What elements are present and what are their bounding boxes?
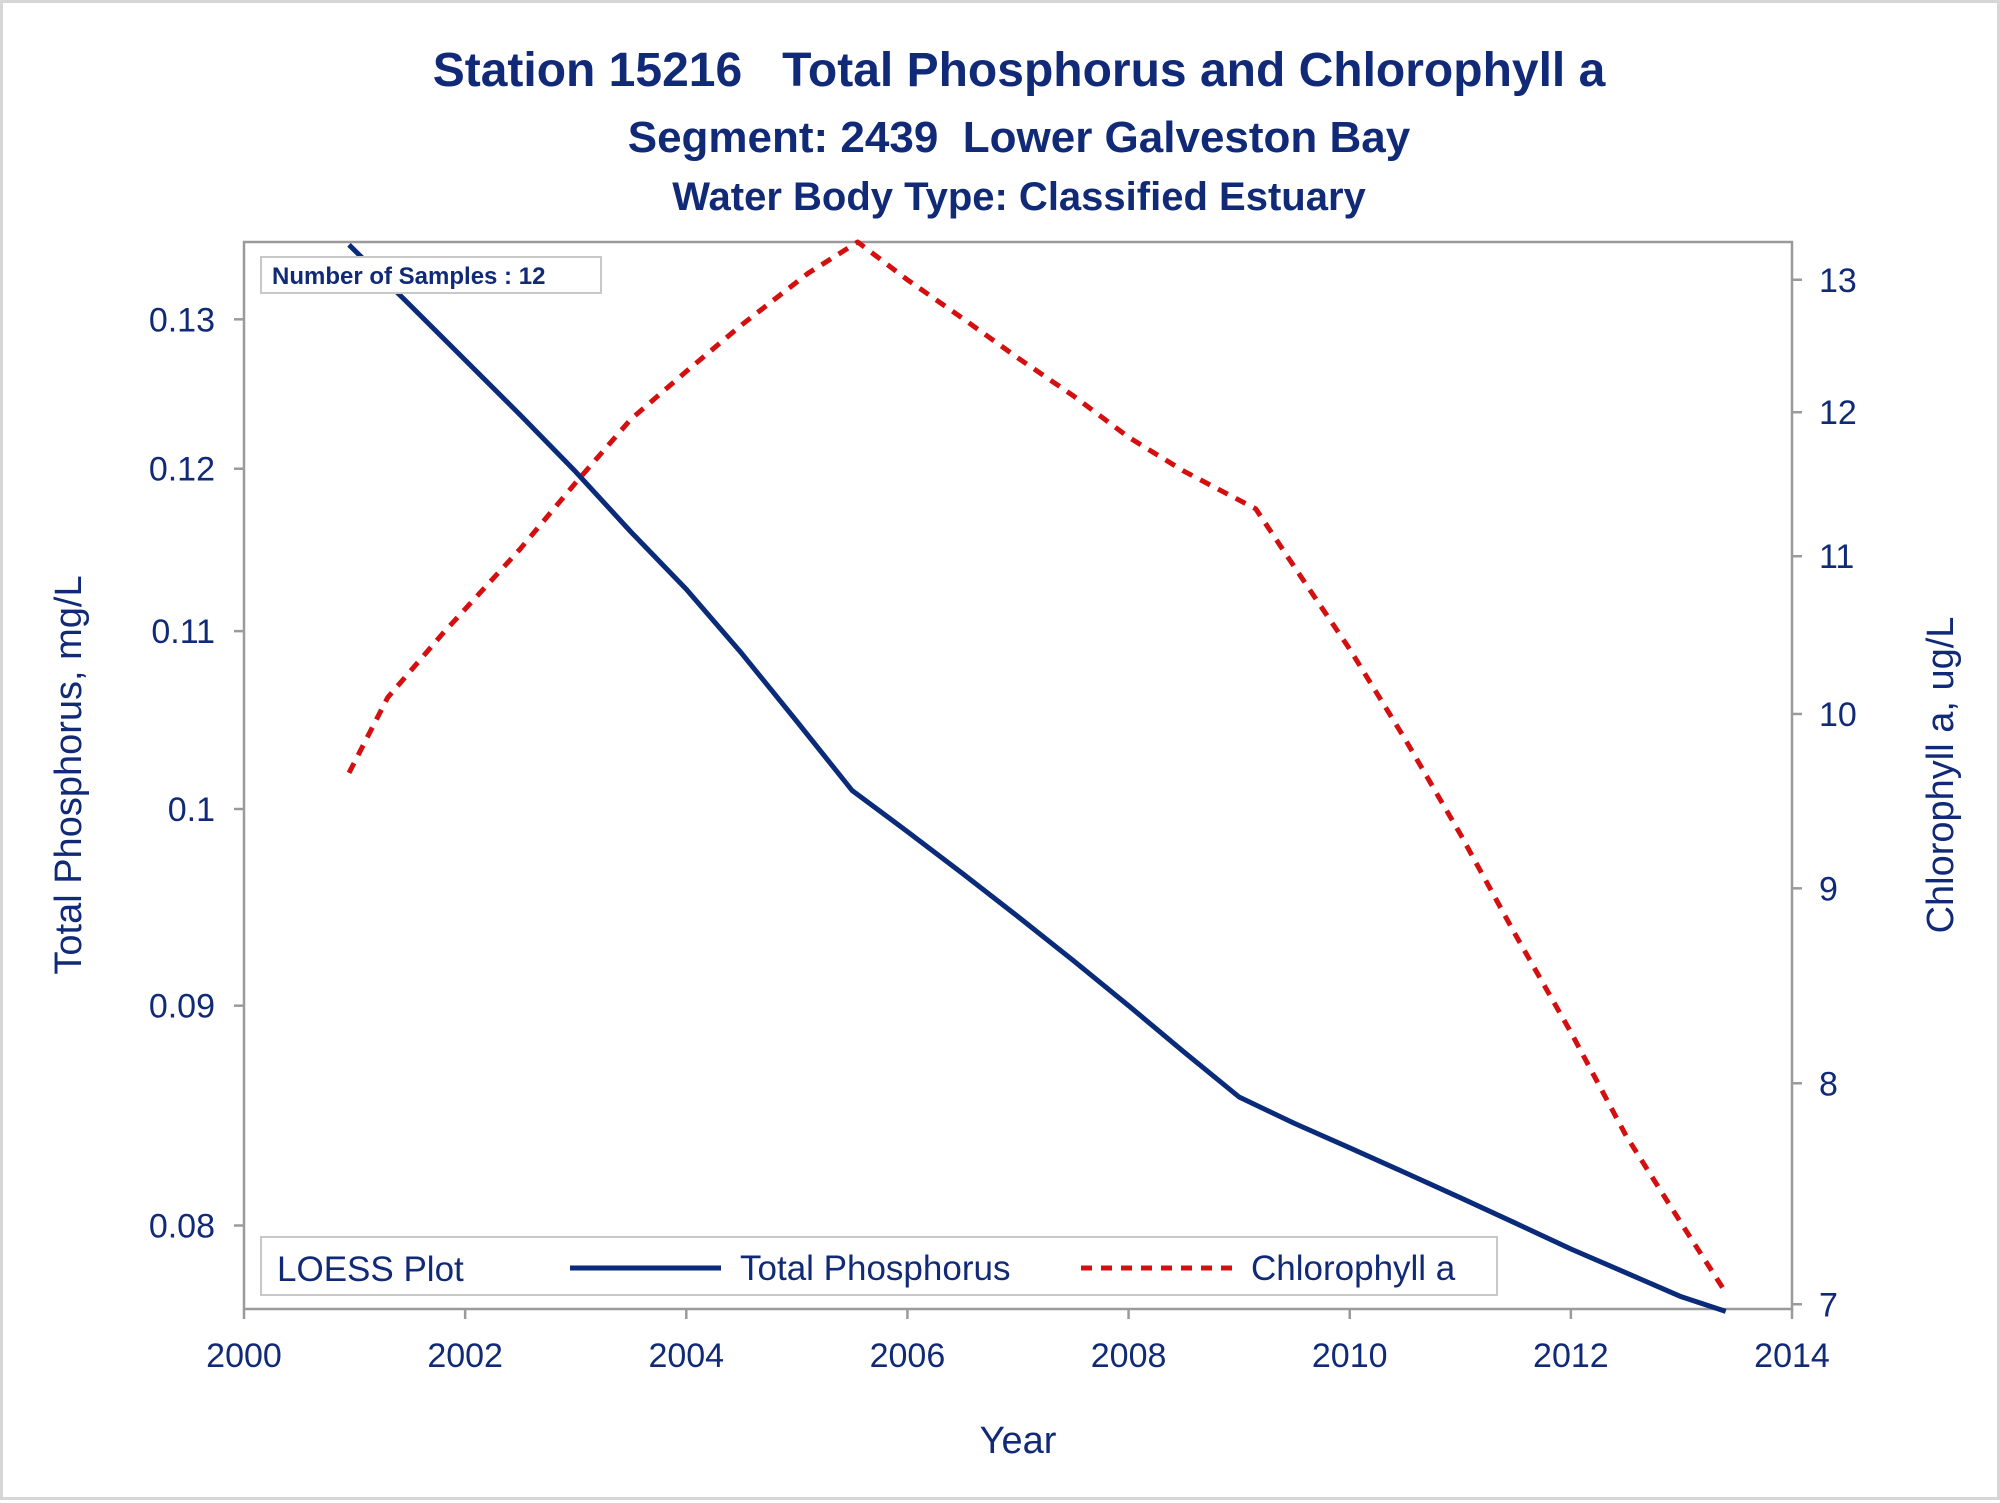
y-tick-label: 0.09: [149, 988, 215, 1026]
y-tick-label: 0.11: [151, 613, 215, 651]
axes: 2000 2002 2004 2006 2008 2010 2012 2014 0.08 0.09…: [149, 262, 1857, 1375]
y-tick-label: 0.12: [149, 451, 215, 489]
y-axis-label: Total Phosphorus, mg/L: [48, 575, 90, 974]
sample-count-text: Number of Samples : 12: [272, 263, 545, 290]
series-line-total-phosphorus: [347, 243, 1727, 1314]
x-tick-label: 2006: [870, 1337, 946, 1375]
y2-tick-label: 9: [1819, 870, 1838, 908]
series-line-chlorophyll-a: [346, 239, 1728, 1294]
y2-tick-label: 7: [1819, 1286, 1838, 1324]
x-tick-label: 2004: [648, 1337, 724, 1375]
y2-tick-label: 10: [1819, 696, 1857, 734]
y2-tick-label: 13: [1819, 262, 1857, 300]
y2-tick-label: 11: [1819, 538, 1854, 576]
legend-label-chlorophyll: Chlorophyll a: [1251, 1249, 1456, 1288]
x-tick-label: 2012: [1533, 1337, 1609, 1375]
y2-tick-label: 8: [1819, 1065, 1838, 1103]
x-tick-label: 2014: [1754, 1337, 1830, 1375]
sample-count-inset: Number of Samples : 12: [260, 256, 602, 294]
chart-svg: Station 15216 Total Phosphorus and Chlor…: [48, 44, 1962, 1462]
legend-box: [260, 1236, 1498, 1296]
y2-axis-label: Chlorophyll a, ug/L: [1920, 617, 1962, 934]
series-layer: [346, 239, 1728, 1314]
y-tick-label: 0.13: [149, 301, 215, 339]
y-tick-label: 0.08: [149, 1208, 215, 1246]
plot-area: [242, 240, 1794, 1311]
chart-subtitle: Segment: 2439 Lower Galveston Bay: [628, 113, 1411, 162]
x-tick-label: 2008: [1091, 1337, 1167, 1375]
x-tick-label: 2002: [427, 1337, 503, 1375]
legend-label-phosphorus: Total Phosphorus: [740, 1249, 1010, 1288]
chart-subtitle-2: Water Body Type: Classified Estuary: [672, 175, 1366, 219]
chart-title: Station 15216 Total Phosphorus and Chlor…: [433, 44, 1606, 97]
sample-count-box: [260, 256, 602, 294]
y-tick-label: 0.1: [168, 791, 215, 829]
x-axis-label: Year: [980, 1420, 1057, 1462]
legend: LOESS Plot Total Phosphorus Chlorophyll …: [260, 1236, 1498, 1296]
x-tick-label: 2000: [206, 1337, 282, 1375]
legend-title: LOESS Plot: [277, 1250, 464, 1289]
x-tick-label: 2010: [1312, 1337, 1388, 1375]
y2-tick-label: 12: [1819, 394, 1857, 432]
